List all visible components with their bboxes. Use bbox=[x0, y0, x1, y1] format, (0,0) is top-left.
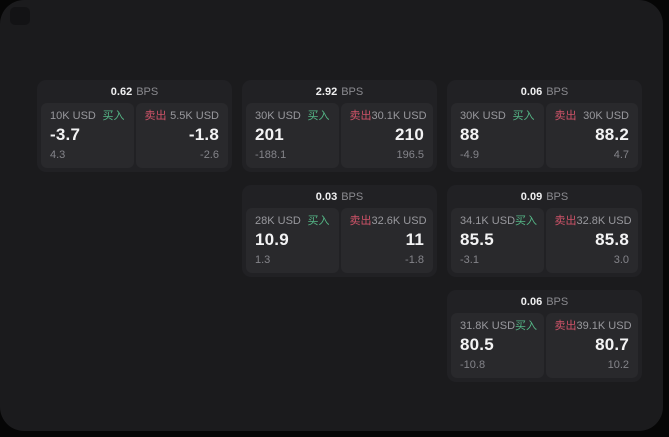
card-header: 2.92 BPS bbox=[242, 80, 437, 101]
buy-price: 85.5 bbox=[460, 230, 494, 250]
sell-price: 85.8 bbox=[595, 230, 629, 250]
spread-card: 0.09 BPS 34.1K USD 买入 85.5 -3.1 卖出 32.8K… bbox=[447, 185, 642, 277]
bps-value: 0.06 bbox=[520, 296, 543, 308]
card-body: 30K USD 买入 88 -4.9 卖出 30K USD 88.2 4.7 bbox=[447, 101, 642, 172]
bps-value: 0.03 bbox=[315, 191, 338, 203]
sell-side-label: 卖出 bbox=[554, 320, 577, 332]
buy-price: -3.7 bbox=[50, 125, 81, 145]
buy-delta: -4.9 bbox=[460, 148, 479, 161]
bps-unit-label: BPS bbox=[341, 191, 364, 203]
app-surface: 0.62 BPS 10K USD 买入 -3.7 4.3 卖出 5.5K USD… bbox=[0, 0, 663, 431]
card-body: 34.1K USD 买入 85.5 -3.1 卖出 32.8K USD 85.8… bbox=[447, 206, 642, 277]
buy-panel[interactable]: 28K USD 买入 10.9 1.3 bbox=[246, 208, 339, 273]
sell-amount: 5.5K USD bbox=[170, 110, 219, 122]
sell-delta: 4.7 bbox=[613, 148, 629, 161]
sell-delta: -2.6 bbox=[200, 148, 219, 161]
buy-panel[interactable]: 10K USD 买入 -3.7 4.3 bbox=[41, 103, 134, 168]
buy-side-label: 买入 bbox=[512, 110, 535, 122]
bps-value: 0.09 bbox=[520, 191, 543, 203]
corner-tile bbox=[10, 7, 30, 25]
cards-grid: 0.62 BPS 10K USD 买入 -3.7 4.3 卖出 5.5K USD… bbox=[37, 80, 642, 382]
sell-delta: 3.0 bbox=[613, 253, 629, 266]
buy-amount: 28K USD bbox=[255, 215, 301, 227]
buy-amount: 31.8K USD bbox=[460, 320, 516, 332]
bps-unit-label: BPS bbox=[546, 296, 569, 308]
sell-side-label: 卖出 bbox=[554, 215, 577, 227]
sell-panel[interactable]: 卖出 32.8K USD 85.8 3.0 bbox=[545, 208, 638, 273]
buy-delta: -3.1 bbox=[460, 253, 479, 266]
sell-panel[interactable]: 卖出 30K USD 88.2 4.7 bbox=[545, 103, 638, 168]
bps-unit-label: BPS bbox=[341, 86, 364, 98]
card-header: 0.06 BPS bbox=[447, 290, 642, 311]
sell-side-label: 卖出 bbox=[554, 110, 577, 122]
buy-delta: -188.1 bbox=[255, 148, 287, 161]
buy-side-label: 买入 bbox=[307, 215, 330, 227]
spread-card: 0.06 BPS 30K USD 买入 88 -4.9 卖出 30K USD 8… bbox=[447, 80, 642, 172]
sell-side-label: 卖出 bbox=[349, 215, 372, 227]
sell-price: 210 bbox=[395, 125, 424, 145]
card-header: 0.03 BPS bbox=[242, 185, 437, 206]
buy-price: 201 bbox=[255, 125, 284, 145]
bps-value: 0.62 bbox=[110, 86, 133, 98]
card-header: 0.62 BPS bbox=[37, 80, 232, 101]
sell-side-label: 卖出 bbox=[144, 110, 167, 122]
sell-amount: 39.1K USD bbox=[576, 320, 632, 332]
bps-unit-label: BPS bbox=[136, 86, 159, 98]
buy-side-label: 买入 bbox=[515, 215, 538, 227]
buy-amount: 30K USD bbox=[255, 110, 301, 122]
card-header: 0.09 BPS bbox=[447, 185, 642, 206]
sell-side-label: 卖出 bbox=[349, 110, 372, 122]
buy-price: 10.9 bbox=[255, 230, 289, 250]
buy-price: 80.5 bbox=[460, 335, 494, 355]
card-body: 31.8K USD 买入 80.5 -10.8 卖出 39.1K USD 80.… bbox=[447, 311, 642, 382]
buy-delta: 1.3 bbox=[255, 253, 271, 266]
bps-value: 0.06 bbox=[520, 86, 543, 98]
sell-panel[interactable]: 卖出 5.5K USD -1.8 -2.6 bbox=[135, 103, 228, 168]
buy-delta: 4.3 bbox=[50, 148, 66, 161]
bps-unit-label: BPS bbox=[546, 191, 569, 203]
buy-amount: 10K USD bbox=[50, 110, 96, 122]
sell-panel[interactable]: 卖出 39.1K USD 80.7 10.2 bbox=[545, 313, 638, 378]
sell-price: 88.2 bbox=[595, 125, 629, 145]
sell-delta: -1.8 bbox=[405, 253, 424, 266]
sell-amount: 32.8K USD bbox=[576, 215, 632, 227]
buy-amount: 30K USD bbox=[460, 110, 506, 122]
buy-amount: 34.1K USD bbox=[460, 215, 516, 227]
sell-price: -1.8 bbox=[188, 125, 219, 145]
buy-side-label: 买入 bbox=[307, 110, 330, 122]
spread-card: 0.03 BPS 28K USD 买入 10.9 1.3 卖出 32.6K US… bbox=[242, 185, 437, 277]
sell-amount: 30.1K USD bbox=[371, 110, 427, 122]
buy-side-label: 买入 bbox=[515, 320, 538, 332]
card-body: 30K USD 买入 201 -188.1 卖出 30.1K USD 210 1… bbox=[242, 101, 437, 172]
sell-delta: 196.5 bbox=[396, 148, 424, 161]
spread-card: 0.06 BPS 31.8K USD 买入 80.5 -10.8 卖出 39.1… bbox=[447, 290, 642, 382]
card-body: 28K USD 买入 10.9 1.3 卖出 32.6K USD 11 -1.8 bbox=[242, 206, 437, 277]
buy-price: 88 bbox=[460, 125, 480, 145]
buy-panel[interactable]: 30K USD 买入 88 -4.9 bbox=[451, 103, 544, 168]
buy-side-label: 买入 bbox=[102, 110, 125, 122]
buy-panel[interactable]: 30K USD 买入 201 -188.1 bbox=[246, 103, 339, 168]
buy-panel[interactable]: 34.1K USD 买入 85.5 -3.1 bbox=[451, 208, 544, 273]
buy-delta: -10.8 bbox=[460, 358, 486, 371]
card-header: 0.06 BPS bbox=[447, 80, 642, 101]
sell-price: 80.7 bbox=[595, 335, 629, 355]
sell-amount: 30K USD bbox=[583, 110, 629, 122]
spread-card: 2.92 BPS 30K USD 买入 201 -188.1 卖出 30.1K … bbox=[242, 80, 437, 172]
sell-delta: 10.2 bbox=[607, 358, 629, 371]
bps-value: 2.92 bbox=[315, 86, 338, 98]
bps-unit-label: BPS bbox=[546, 86, 569, 98]
card-body: 10K USD 买入 -3.7 4.3 卖出 5.5K USD -1.8 -2.… bbox=[37, 101, 232, 172]
sell-panel[interactable]: 卖出 30.1K USD 210 196.5 bbox=[340, 103, 433, 168]
sell-price: 11 bbox=[405, 230, 424, 250]
sell-amount: 32.6K USD bbox=[371, 215, 427, 227]
spread-card: 0.62 BPS 10K USD 买入 -3.7 4.3 卖出 5.5K USD… bbox=[37, 80, 232, 172]
sell-panel[interactable]: 卖出 32.6K USD 11 -1.8 bbox=[340, 208, 433, 273]
buy-panel[interactable]: 31.8K USD 买入 80.5 -10.8 bbox=[451, 313, 544, 378]
